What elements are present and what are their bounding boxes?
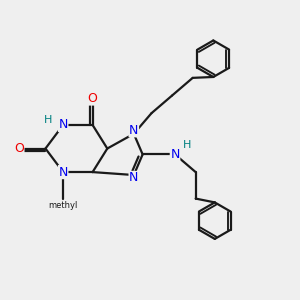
- Text: N: N: [58, 166, 68, 178]
- Text: N: N: [129, 124, 139, 137]
- Text: N: N: [170, 148, 180, 161]
- Text: O: O: [88, 92, 98, 105]
- Text: N: N: [58, 118, 68, 131]
- Text: H: H: [183, 140, 192, 150]
- Text: H: H: [44, 115, 52, 125]
- Text: N: N: [129, 172, 139, 184]
- Text: methyl: methyl: [49, 201, 78, 210]
- Text: O: O: [14, 142, 24, 155]
